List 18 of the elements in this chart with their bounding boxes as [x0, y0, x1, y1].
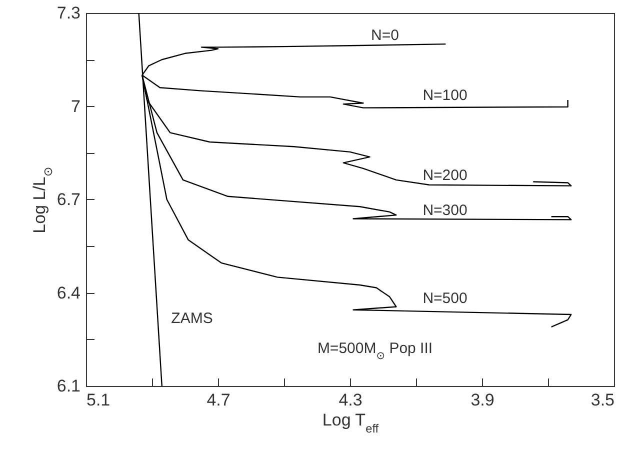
y-tick-label: 6.4 — [56, 283, 80, 302]
series-label: N=0 — [371, 27, 399, 44]
series-label: N=100 — [422, 87, 468, 104]
y-tick-label: 6.7 — [56, 190, 80, 209]
y-tick-label: 7 — [71, 96, 80, 116]
series-label: N=500 — [422, 290, 468, 307]
series-label: N=200 — [422, 167, 468, 184]
x-tick-label: 5.1 — [86, 390, 110, 410]
x-tick-label: 4.7 — [206, 390, 230, 410]
x-tick-label: 4.3 — [338, 390, 362, 410]
x-tick-label: 3.9 — [470, 390, 494, 410]
annotation: M=500M$_{⊙}$ Pop III — [317, 340, 433, 362]
x-tick-label: 3.5 — [590, 390, 614, 410]
y-tick-label: 7.3 — [56, 4, 80, 22]
series-label: ZAMS — [171, 310, 213, 327]
series-label: N=300 — [422, 202, 468, 219]
y-tick-label: 6.1 — [56, 376, 80, 396]
x-axis-title: Log T$_{eff}$ — [322, 410, 380, 436]
